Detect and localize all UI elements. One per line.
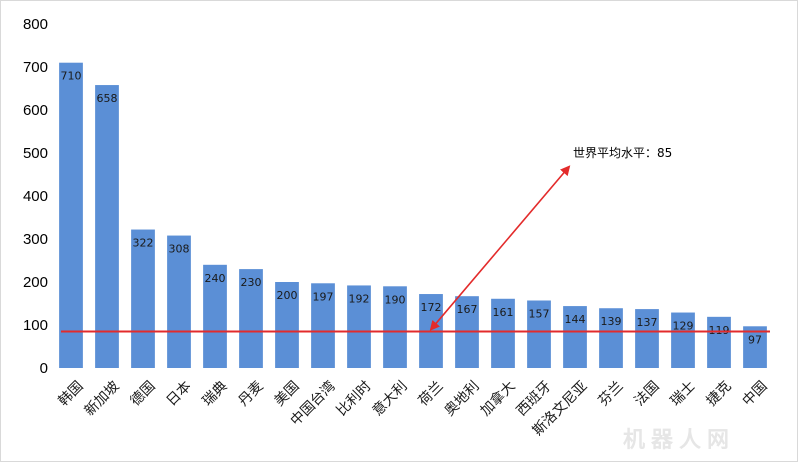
data-label: 172: [421, 301, 442, 314]
y-tick-label: 600: [23, 102, 48, 119]
x-tick-label: 美国: [271, 378, 302, 409]
annotation-label: 世界平均水平：85: [573, 146, 672, 160]
data-label: 240: [205, 272, 226, 285]
data-labels: 710 658 322 308 240 230 200 197 192 190 172 167 161 1…: [61, 70, 763, 347]
bar: [275, 282, 299, 368]
x-tick-label: 意大利: [369, 378, 411, 420]
x-tick-label: 瑞典: [199, 378, 230, 409]
y-tick-label: 100: [23, 317, 48, 334]
x-tick-label: 法国: [631, 378, 662, 409]
data-label: 144: [565, 313, 586, 326]
bar: [59, 62, 83, 368]
bar: [599, 308, 623, 368]
annotation-layer: 世界平均水平：85: [61, 146, 770, 333]
y-tick-label: 0: [40, 360, 48, 377]
bar: [311, 283, 335, 368]
data-label: 97: [748, 333, 762, 346]
data-label: 710: [61, 70, 82, 83]
bar: [635, 309, 659, 368]
y-tick-label: 500: [23, 145, 48, 162]
annotation-arrow: [429, 165, 571, 331]
bar: [383, 286, 407, 368]
x-tick-label: 瑞士: [667, 378, 698, 409]
x-tick-label: 比利时: [334, 378, 375, 419]
bar: [239, 269, 263, 368]
y-axis: 0 100 200 300 400 500 600 700 800: [23, 16, 48, 377]
bar: [671, 312, 695, 368]
x-tick-label: 加拿大: [477, 378, 519, 420]
data-label: 157: [529, 307, 550, 320]
data-label: 322: [133, 237, 154, 250]
x-tick-label: 中国: [739, 378, 770, 409]
data-label: 192: [349, 292, 370, 305]
bar: [131, 229, 155, 368]
data-label: 167: [457, 303, 478, 316]
bar: [203, 264, 227, 368]
data-label: 190: [385, 293, 406, 306]
bar: [167, 235, 191, 368]
x-tick-label: 新加坡: [82, 378, 123, 419]
x-tick-label: 奥地利: [441, 378, 483, 420]
x-tick-label: 日本: [163, 378, 194, 409]
y-tick-label: 700: [23, 59, 48, 76]
data-label: 200: [277, 289, 298, 302]
data-label: 139: [601, 315, 622, 328]
y-tick-label: 200: [23, 274, 48, 291]
bar-series: [59, 62, 767, 368]
data-label: 119: [709, 324, 730, 337]
y-tick-label: 800: [23, 16, 48, 33]
bar: [707, 316, 731, 368]
x-tick-label: 丹麦: [235, 378, 266, 409]
data-label: 230: [241, 276, 262, 289]
x-tick-label: 德国: [127, 378, 158, 409]
data-label: 129: [673, 320, 694, 333]
bar: [347, 285, 371, 368]
data-label: 308: [169, 243, 190, 256]
data-label: 137: [637, 316, 658, 329]
x-tick-label: 韩国: [55, 378, 86, 409]
data-label: 197: [313, 290, 334, 303]
bar: [95, 85, 119, 368]
bar: [743, 326, 767, 368]
data-label: 658: [97, 92, 118, 105]
y-tick-label: 400: [23, 188, 48, 205]
y-tick-label: 300: [23, 231, 48, 248]
data-label: 161: [493, 306, 514, 319]
x-tick-label: 荷兰: [415, 378, 446, 409]
x-tick-label: 捷克: [703, 378, 734, 409]
watermark-text: 机器人网: [623, 428, 735, 453]
x-tick-label: 芬兰: [595, 378, 626, 409]
